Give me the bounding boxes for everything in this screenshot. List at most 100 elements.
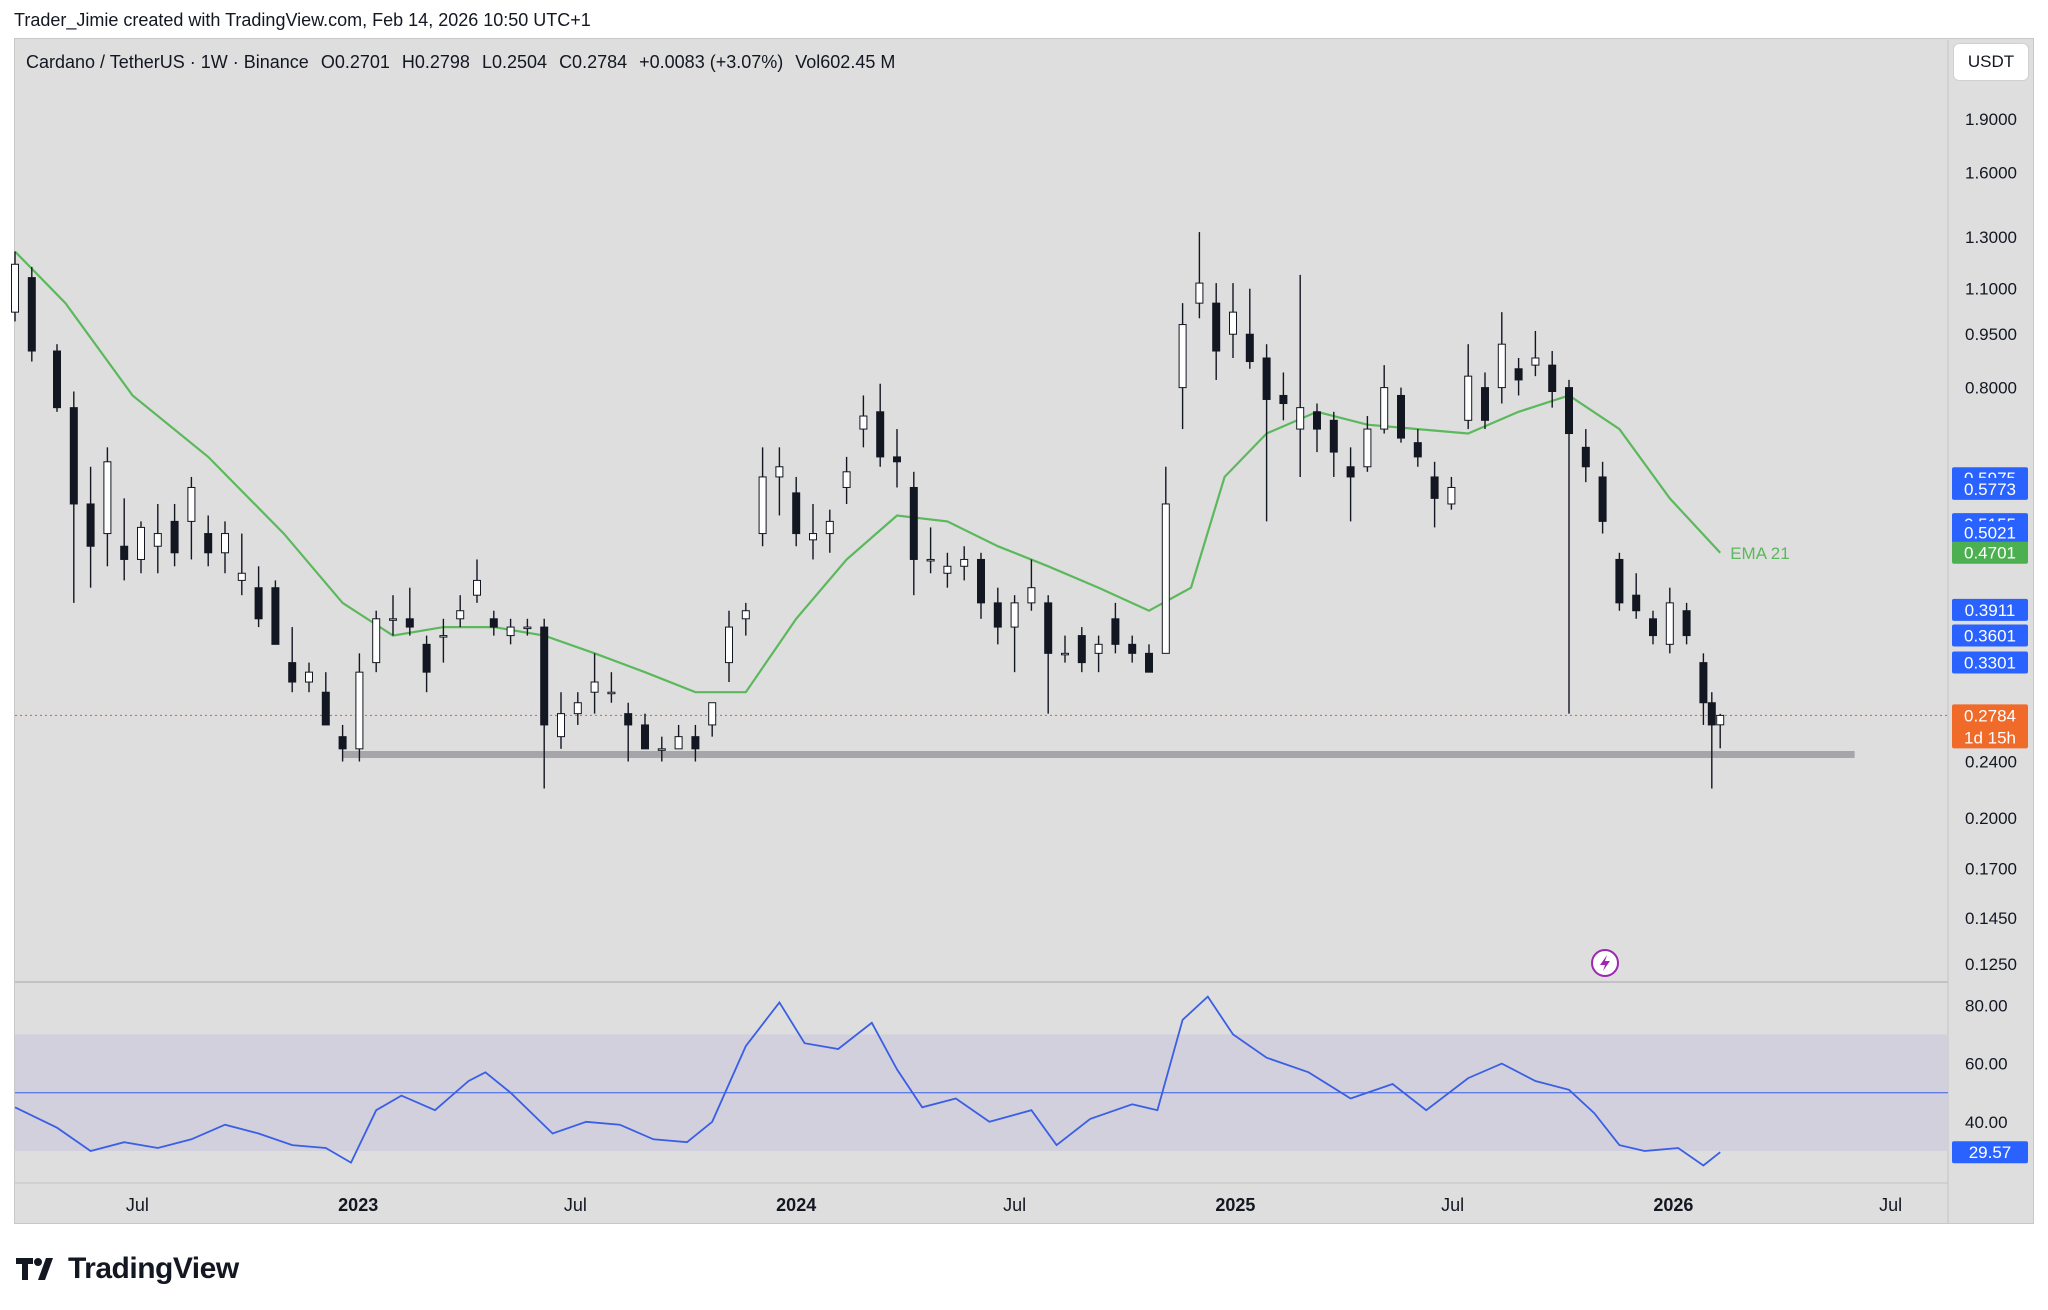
rsi-line: [14, 995, 1721, 1167]
price-chart[interactable]: EMA 212.20001.90001.60001.30001.10000.95…: [0, 0, 2048, 1260]
candle-up: [523, 626, 532, 630]
candle-up: [809, 533, 817, 541]
candle-down: [69, 407, 78, 505]
candle-down: [977, 558, 985, 604]
candle-down: [1128, 643, 1137, 654]
price-label-box: [1952, 651, 2028, 674]
candle-down: [422, 643, 431, 673]
price-label: 0.3301: [1964, 654, 2016, 673]
price-label-box: [1952, 598, 2028, 621]
candle-down: [540, 626, 549, 726]
candle-down: [1212, 302, 1221, 352]
rsi-axis-tick: 40.00: [1965, 1113, 2008, 1132]
tradingview-logo[interactable]: TradingView: [16, 1252, 239, 1286]
candle-down: [1397, 394, 1405, 439]
price-label-box: [1952, 541, 2028, 564]
price-label: 0.5773: [1964, 480, 2016, 499]
candle-down: [1581, 446, 1590, 468]
candle-down: [1615, 558, 1624, 604]
candle-up: [1464, 375, 1473, 421]
price-axis-tick: 1.9000: [1965, 110, 2017, 129]
rsi-value-box: [1952, 1141, 2028, 1164]
date-axis-tick: 2024: [776, 1195, 816, 1215]
candle-up: [758, 476, 767, 535]
candle-up: [1195, 282, 1204, 304]
candle-down: [1430, 476, 1439, 499]
date-axis-tick: Jul: [1441, 1195, 1464, 1215]
candle-up: [103, 461, 112, 535]
date-axis-tick: Jul: [1003, 1195, 1026, 1215]
candle-up: [1010, 602, 1019, 628]
candle-up: [825, 520, 834, 535]
candle-down: [1313, 411, 1321, 430]
candle-up: [1296, 407, 1305, 430]
legend-high: H0.2798: [401, 52, 470, 72]
candle-up: [1094, 643, 1103, 654]
candle-down: [1598, 476, 1607, 522]
candle-up: [1380, 387, 1389, 430]
candle-up: [187, 486, 196, 522]
price-label: 0.4701: [1964, 544, 2016, 563]
candle-down: [86, 503, 95, 547]
candle-down: [405, 618, 414, 628]
currency-button[interactable]: USDT: [1954, 44, 2028, 80]
candle-up: [960, 558, 969, 567]
rsi-axis-tick: 60.00: [1965, 1055, 2008, 1074]
candle-up: [1447, 486, 1456, 505]
candle-up: [153, 533, 162, 547]
candle-up: [389, 618, 397, 621]
price-label: 0.3601: [1964, 627, 2016, 646]
candle-down: [1514, 368, 1523, 381]
candle-down: [993, 602, 1002, 628]
candle-up: [1497, 343, 1506, 389]
price-label: 0.3911: [1965, 601, 2016, 620]
candle-up: [607, 691, 616, 695]
candle-down: [1699, 662, 1708, 704]
candle-up: [1061, 652, 1069, 656]
price-label: 0.2784: [1964, 706, 2016, 725]
legend-low: L0.2504: [481, 52, 548, 72]
legend-open: O0.2701: [320, 52, 390, 72]
price-label-box: [1952, 477, 2028, 500]
lightning-icon-bolt: [1600, 955, 1610, 971]
candle-up: [1161, 503, 1170, 654]
rsi-axis-tick: 80.00: [1965, 996, 2008, 1015]
price-axis-tick: 0.1450: [1965, 909, 2017, 928]
candle-up: [1027, 587, 1036, 604]
legend-symbol[interactable]: Cardano / TetherUS · 1W · Binance: [26, 52, 309, 72]
candle-down: [321, 691, 330, 726]
candle-up: [456, 610, 465, 620]
candle-down: [1111, 618, 1120, 645]
date-axis-tick: 2023: [338, 1195, 378, 1215]
chart-frame[interactable]: [14, 38, 2034, 1224]
tradingview-logo-text: TradingView: [68, 1252, 239, 1285]
candle-up: [1229, 311, 1237, 335]
candle-up: [473, 579, 481, 596]
candle-up: [657, 748, 666, 751]
candle-down: [1707, 702, 1716, 726]
candle-down: [489, 618, 498, 628]
candle-up: [439, 635, 448, 638]
candle-up: [573, 702, 582, 715]
candle-down: [1632, 594, 1641, 612]
candle-up: [1531, 357, 1540, 366]
candle-up: [842, 471, 851, 488]
candle-up: [557, 713, 565, 738]
candle-down: [1682, 610, 1691, 637]
symbol-legend: Cardano / TetherUS · 1W · Binance O0.270…: [26, 52, 902, 73]
candle-down: [641, 724, 649, 750]
candle-down: [1548, 364, 1557, 393]
candle-up: [741, 610, 750, 620]
ema-label: EMA 21: [1730, 544, 1790, 563]
candle-down: [1649, 618, 1657, 637]
price-axis-tick: 1.6000: [1965, 163, 2017, 182]
candle-up: [1178, 324, 1187, 389]
price-label-countdown: 1d 15h: [1964, 728, 2016, 747]
legend-change: +0.0083 (+3.07%): [639, 52, 784, 72]
candle-up: [859, 415, 868, 430]
date-axis-tick: 2025: [1215, 1195, 1255, 1215]
candle-down: [1346, 466, 1355, 478]
candle-up: [674, 736, 683, 750]
candle-down: [876, 411, 885, 458]
candle-up: [1363, 428, 1372, 468]
